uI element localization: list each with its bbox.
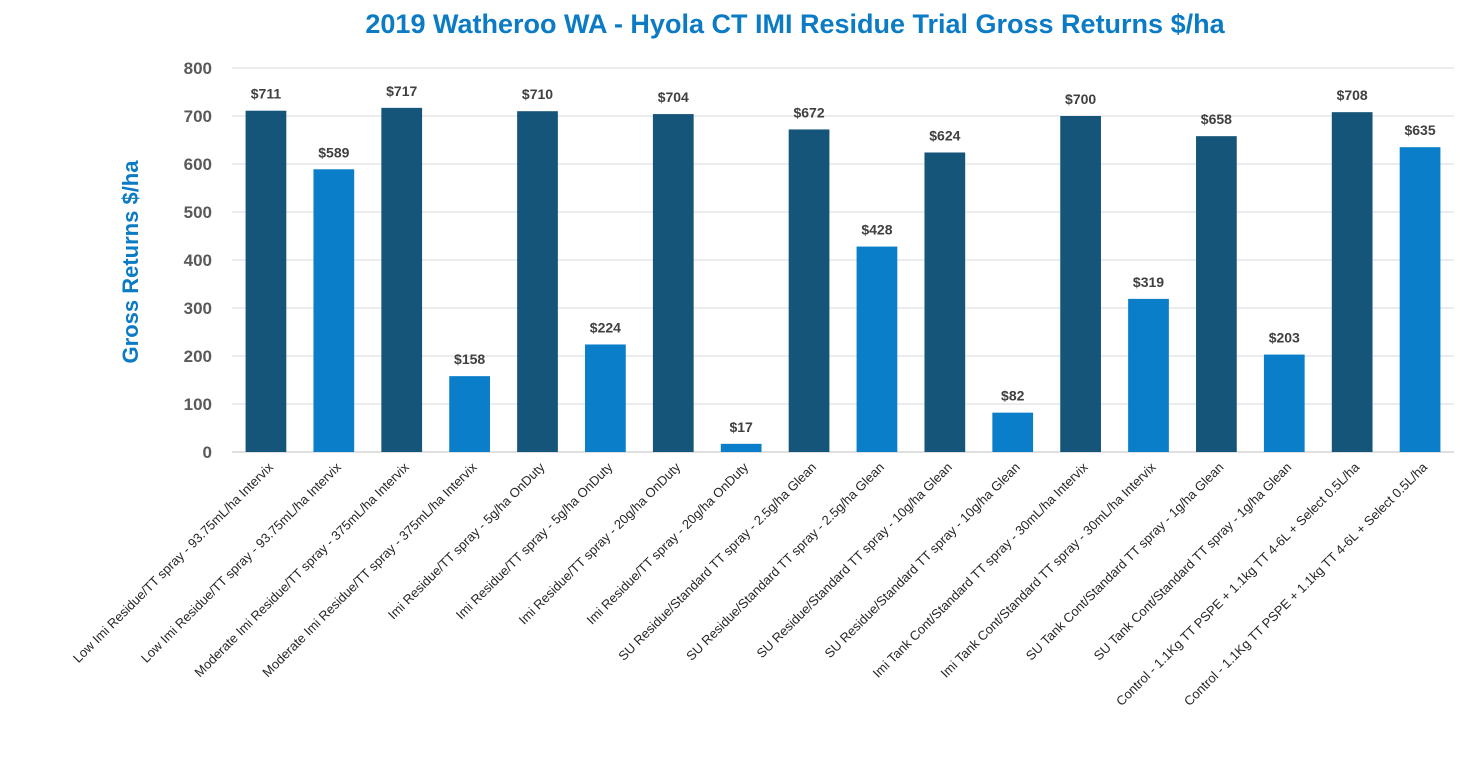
y-tick-label: 700	[184, 107, 212, 126]
bar	[585, 344, 626, 452]
chart-title: 2019 Watheroo WA - Hyola CT IMI Residue …	[365, 9, 1225, 39]
data-label: $700	[1065, 91, 1096, 107]
data-label: $428	[861, 222, 892, 238]
bar	[1060, 116, 1101, 452]
data-label: $203	[1269, 330, 1300, 346]
y-tick-label: 100	[184, 395, 212, 414]
data-label: $82	[1001, 388, 1025, 404]
bar	[720, 443, 762, 452]
data-label: $224	[590, 319, 621, 335]
y-tick-label: 300	[184, 299, 212, 318]
data-label: $635	[1404, 122, 1435, 138]
data-label: $589	[318, 144, 349, 160]
data-label: $704	[658, 89, 689, 105]
x-tick-label: Control - 1.1Kg TT PSPE + 1.1kg TT 4-6L …	[1181, 459, 1431, 709]
data-label: $158	[454, 351, 485, 367]
y-tick-label: 600	[184, 155, 212, 174]
y-tick-label: 0	[203, 443, 212, 462]
data-label: $624	[929, 127, 960, 143]
bar	[992, 412, 1034, 452]
data-label: $672	[793, 104, 824, 120]
data-label: $708	[1337, 87, 1368, 103]
x-tick-label: Control - 1.1Kg TT PSPE + 1.1kg TT 4-6L …	[1113, 459, 1363, 709]
bar	[1399, 147, 1441, 452]
bar	[381, 107, 423, 452]
bar	[1331, 112, 1373, 452]
y-tick-label: 500	[184, 203, 212, 222]
data-label: $710	[522, 86, 553, 102]
data-label: $319	[1133, 274, 1164, 290]
bar	[652, 114, 694, 452]
gridlines	[232, 67, 1454, 453]
data-label: $717	[386, 83, 417, 99]
bar	[1128, 298, 1169, 452]
bar	[313, 169, 355, 452]
bar	[1263, 354, 1305, 452]
bar	[856, 246, 898, 452]
bar	[517, 111, 558, 452]
bar	[788, 129, 830, 452]
y-axis-ticks: 0 100 200 300 400 500 600 700 800	[184, 59, 212, 462]
x-axis-labels: Low Imi Residue/TT spray - 93.75mL/ha In…	[70, 459, 1431, 709]
bar	[1196, 136, 1237, 452]
y-tick-label: 400	[184, 251, 212, 270]
y-tick-label: 200	[184, 347, 212, 366]
data-labels: $711 $589 $717 $158 $710 $224 $704 $17 $672 $428 $…	[251, 83, 1436, 435]
bar	[245, 110, 287, 452]
data-label: $658	[1201, 111, 1232, 127]
bar	[449, 376, 490, 452]
bars	[245, 107, 1441, 453]
y-axis-label: Gross Returns $/ha	[118, 160, 143, 364]
bar	[924, 152, 966, 453]
data-label: $711	[251, 86, 282, 102]
y-tick-label: 800	[184, 59, 212, 78]
data-label: $17	[729, 419, 753, 435]
